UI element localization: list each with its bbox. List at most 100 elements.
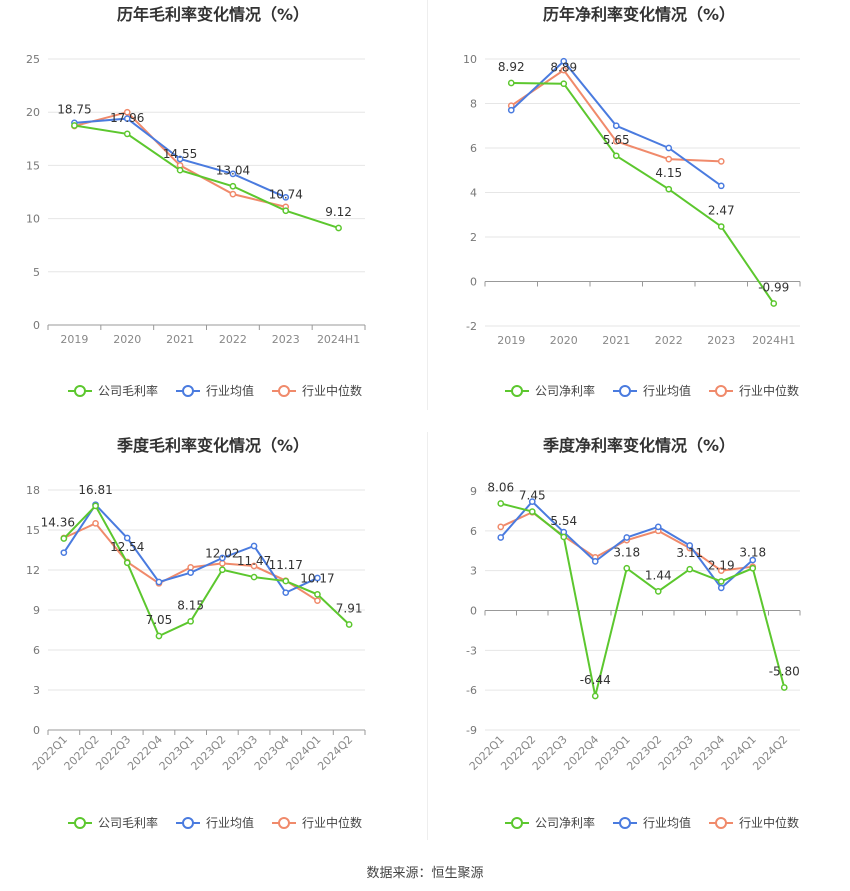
data-point-avg [591, 558, 599, 565]
legend-swatch-marker [715, 385, 727, 397]
data-label: 5.65 [603, 133, 630, 147]
y-tick-label: 5 [33, 266, 40, 279]
data-label: 2.47 [708, 204, 735, 218]
data-point-company [60, 535, 68, 542]
legend-swatch-marker [511, 817, 523, 829]
y-tick-label: 6 [470, 525, 477, 538]
y-tick-label: 0 [33, 724, 40, 737]
legend-label: 行业均值 [206, 383, 254, 398]
data-point-avg [612, 122, 620, 130]
legend-label: 公司毛利率 [98, 383, 158, 398]
legend-item-avg: 行业均值 [613, 815, 691, 830]
data-point-avg [665, 144, 673, 152]
y-tick-label: -9 [466, 724, 477, 737]
data-label: 14.55 [163, 147, 197, 161]
data-point-avg [623, 534, 631, 541]
legend-label: 行业均值 [643, 815, 691, 830]
legend-label: 公司净利率 [535, 383, 595, 398]
data-point-company [250, 573, 258, 581]
data-point-median [250, 562, 258, 570]
chart-title: 季度净利率变化情况（%） [542, 436, 735, 455]
data-point-company [155, 632, 163, 640]
data-point-median [717, 567, 725, 575]
data-point-company [591, 692, 599, 700]
legend-swatch-marker [619, 817, 631, 829]
data-point-avg [176, 155, 184, 163]
y-tick-label: 10 [26, 213, 40, 226]
column-divider [427, 0, 428, 410]
data-label: 8.92 [498, 60, 525, 74]
data-point-company [717, 578, 725, 585]
data-point-company [749, 564, 757, 572]
data-point-avg [60, 549, 68, 557]
x-tick-label: 2021 [602, 334, 630, 347]
data-point-median [665, 155, 673, 163]
data-point-median [229, 190, 237, 198]
data-point-company [654, 588, 662, 595]
data-point-company [780, 684, 788, 691]
legend-item-median: 行业中位数 [709, 815, 799, 830]
data-label: -0.99 [758, 281, 789, 295]
data-label: 1.44 [645, 568, 672, 582]
data-point-company [176, 166, 184, 174]
legend-swatch-marker [511, 385, 523, 397]
legend-item-median: 行业中位数 [272, 815, 362, 830]
chart-panel-4: 季度净利率变化情况（%）-9-6-303692022Q12022Q22022Q3… [466, 436, 801, 830]
data-point-company [528, 508, 536, 515]
data-point-median [717, 158, 725, 165]
data-label: -6.44 [580, 673, 611, 687]
data-point-company [229, 182, 237, 190]
data-label: 8.15 [177, 598, 204, 612]
series-line-company [500, 502, 786, 697]
legend-item-median: 行业中位数 [709, 383, 799, 398]
data-label: 18.75 [57, 103, 91, 117]
data-point-avg [229, 170, 237, 178]
legend-item-company: 公司净利率 [505, 815, 595, 830]
data-label: 14.36 [41, 516, 75, 530]
data-label: 8.89 [550, 61, 577, 75]
y-tick-label: 20 [26, 106, 40, 119]
x-tick-label: 2023 [272, 333, 300, 346]
y-tick-label: 4 [470, 187, 477, 200]
data-point-avg [123, 534, 131, 542]
data-point-company [507, 79, 515, 87]
data-label: 12.54 [110, 540, 144, 554]
chart-panel-1: 历年毛利率变化情况（%） 0 5 10 15 20 25 2019 2020 2021 2022 20… [26, 5, 366, 398]
y-tick-label: 8 [470, 98, 477, 111]
data-point-company [686, 565, 694, 573]
data-point-avg [187, 569, 194, 577]
legend-label: 公司毛利率 [98, 815, 158, 830]
legend-item-avg: 行业均值 [613, 383, 691, 398]
data-label: 7.45 [519, 489, 546, 503]
data-point-company [612, 152, 620, 160]
legend-item-company: 公司毛利率 [68, 815, 158, 830]
data-point-avg [654, 523, 662, 531]
y-tick-label: 3 [470, 565, 477, 578]
x-tick-label: 2022 [219, 333, 247, 346]
y-tick-label: 6 [470, 142, 477, 155]
data-point-avg [123, 115, 131, 122]
x-tick-label: 2020 [113, 333, 141, 346]
legend-label: 行业中位数 [302, 815, 362, 830]
data-point-company [665, 185, 673, 193]
x-tick-label: 2019 [60, 333, 88, 346]
data-label: 3.18 [739, 545, 766, 559]
data-label: 7.05 [146, 613, 173, 627]
x-tick-label: 2023 [707, 334, 735, 347]
data-label: 16.81 [78, 483, 112, 497]
legend-swatch-marker [278, 817, 290, 829]
data-point-avg [749, 556, 757, 564]
legend-swatch-marker [715, 817, 727, 829]
data-label: 3.18 [613, 545, 640, 559]
data-point-avg [250, 542, 258, 550]
legend-swatch-marker [74, 817, 86, 829]
y-tick-label: 3 [33, 684, 40, 697]
data-point-company [71, 122, 78, 129]
data-label: 10.74 [269, 188, 303, 202]
legend-swatch-marker [278, 385, 290, 397]
x-tick-label: 2024Q2 [750, 733, 790, 773]
series-line-company [63, 504, 350, 638]
x-tick-label: 2021 [166, 333, 194, 346]
y-tick-label: 12 [26, 564, 40, 577]
y-tick-label: -2 [466, 320, 477, 333]
